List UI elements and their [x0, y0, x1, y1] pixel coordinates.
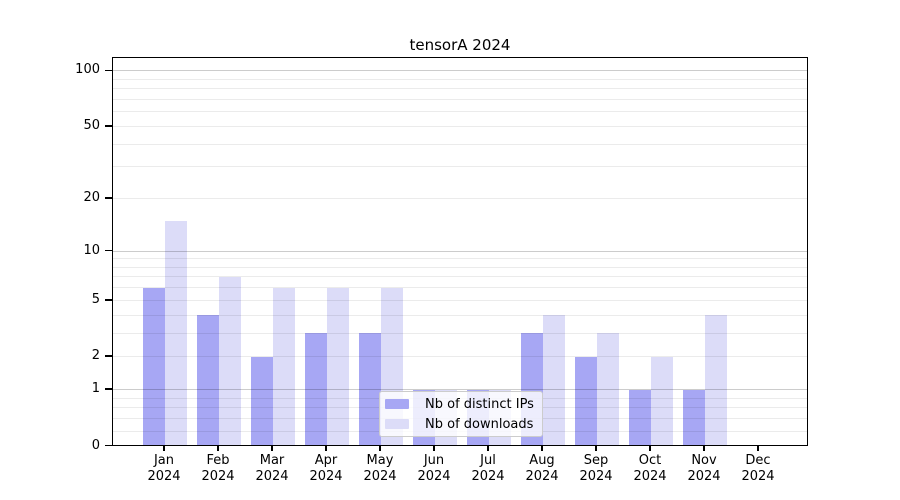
- legend: Nb of distinct IPs Nb of downloads: [379, 391, 543, 437]
- bar-downloads-aug: [543, 315, 565, 446]
- bar-downloads-mar: [273, 287, 295, 446]
- x-tick-label: Mar 2024: [255, 453, 289, 484]
- y-tick-mark: [105, 197, 112, 199]
- chart-title: tensorA 2024: [409, 36, 511, 54]
- bar-downloads-jan: [165, 220, 187, 446]
- bar-distinct-ips-may: [359, 333, 381, 446]
- x-tick-mark: [757, 446, 759, 451]
- plot-area: Nb of distinct IPs Nb of downloads: [112, 57, 808, 446]
- x-tick-label: Jul 2024: [471, 453, 505, 484]
- bar-distinct-ips-sep: [575, 356, 597, 446]
- y-tick-mark: [105, 249, 112, 252]
- legend-label-distinct-ips: Nb of distinct IPs: [425, 396, 534, 412]
- x-tick-mark: [217, 446, 219, 451]
- y-tick-mark: [105, 125, 112, 127]
- x-tick-mark: [379, 446, 381, 451]
- legend-item-distinct-ips: Nb of distinct IPs: [385, 397, 534, 412]
- x-tick-mark: [487, 446, 489, 451]
- x-tick-label: Apr 2024: [309, 453, 343, 484]
- bar-distinct-ips-nov: [683, 389, 705, 446]
- legend-item-downloads: Nb of downloads: [385, 417, 534, 432]
- bars-layer: [112, 57, 808, 446]
- x-tick-label: Nov 2024: [687, 453, 721, 484]
- y-tick-label: 10: [83, 242, 100, 258]
- legend-swatch-downloads: [385, 419, 409, 429]
- bar-distinct-ips-apr: [305, 333, 327, 446]
- y-tick-label: 100: [75, 62, 100, 78]
- y-tick-label: 50: [83, 117, 100, 133]
- y-tick-label: 1: [91, 381, 100, 397]
- bar-downloads-sep: [597, 333, 619, 446]
- bar-downloads-oct: [651, 356, 673, 446]
- x-tick-label: May 2024: [363, 453, 397, 484]
- x-tick-label: Dec 2024: [741, 453, 775, 484]
- bar-distinct-ips-mar: [251, 356, 273, 446]
- x-tick-mark: [325, 446, 327, 451]
- legend-swatch-distinct-ips: [385, 399, 409, 409]
- x-tick-mark: [541, 446, 543, 451]
- x-tick-label: Jan 2024: [147, 453, 181, 484]
- x-tick-label: Jun 2024: [417, 453, 451, 484]
- y-tick-mark: [105, 299, 112, 301]
- y-tick-mark: [105, 444, 112, 447]
- y-tick-mark: [105, 388, 112, 390]
- y-tick-label: 5: [91, 291, 100, 307]
- bar-downloads-nov: [705, 315, 727, 446]
- y-tick-label: 20: [83, 189, 100, 205]
- x-tick-mark: [433, 446, 435, 451]
- x-tick-label: Aug 2024: [525, 453, 559, 484]
- x-tick-mark: [649, 446, 651, 451]
- x-tick-mark: [595, 446, 597, 451]
- bar-distinct-ips-feb: [197, 315, 219, 446]
- legend-label-downloads: Nb of downloads: [425, 416, 534, 432]
- y-tick-label: 2: [91, 348, 100, 364]
- x-tick-mark: [163, 446, 165, 451]
- bar-downloads-feb: [219, 276, 241, 446]
- x-tick-label: Sep 2024: [579, 453, 613, 484]
- bar-distinct-ips-jan: [143, 287, 165, 446]
- y-tick-mark: [105, 355, 112, 357]
- bar-distinct-ips-oct: [629, 389, 651, 446]
- x-tick-mark: [703, 446, 705, 451]
- x-tick-label: Oct 2024: [633, 453, 667, 484]
- bar-downloads-apr: [327, 287, 349, 446]
- y-tick-mark: [105, 69, 112, 72]
- x-tick-mark: [271, 446, 273, 451]
- y-tick-label: 0: [91, 437, 100, 453]
- x-tick-label: Feb 2024: [201, 453, 235, 484]
